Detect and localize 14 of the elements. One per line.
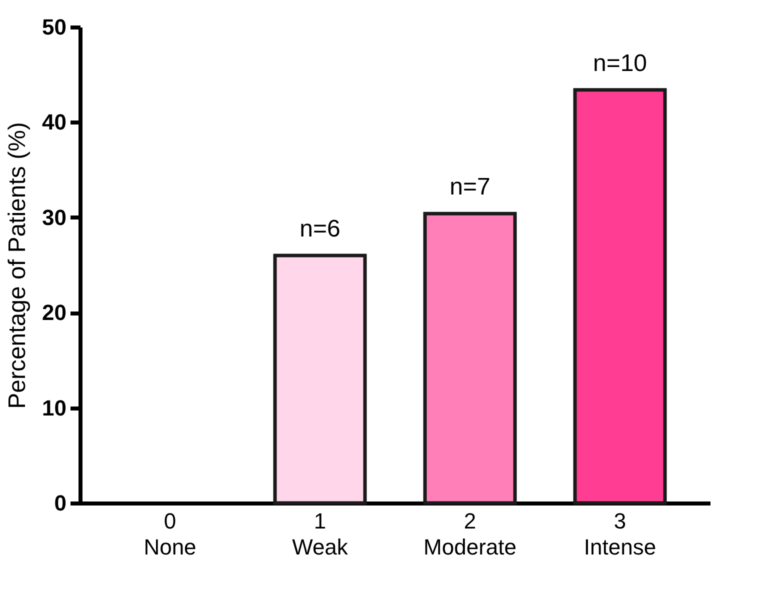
- y-tick-label: 40: [42, 110, 66, 135]
- y-tick-label: 50: [42, 14, 66, 40]
- x-tick-label: 1 Weak: [292, 508, 349, 560]
- y-tick-label: 20: [42, 300, 66, 326]
- annotation: n=7: [450, 174, 490, 201]
- x-tick-label: 3 Intense: [584, 508, 656, 560]
- y-tick-label: 10: [42, 395, 66, 420]
- y-tick-label: 30: [42, 204, 66, 230]
- annotation: n=6: [300, 215, 340, 242]
- x-tick-label: 0 None: [144, 508, 196, 560]
- annotation: n=10: [592, 50, 648, 77]
- x-tick-label: 2 Moderate: [424, 508, 516, 560]
- y-axis-title: Percentage of Patients (%): [4, 122, 32, 409]
- y-tick-label: 0: [54, 490, 66, 516]
